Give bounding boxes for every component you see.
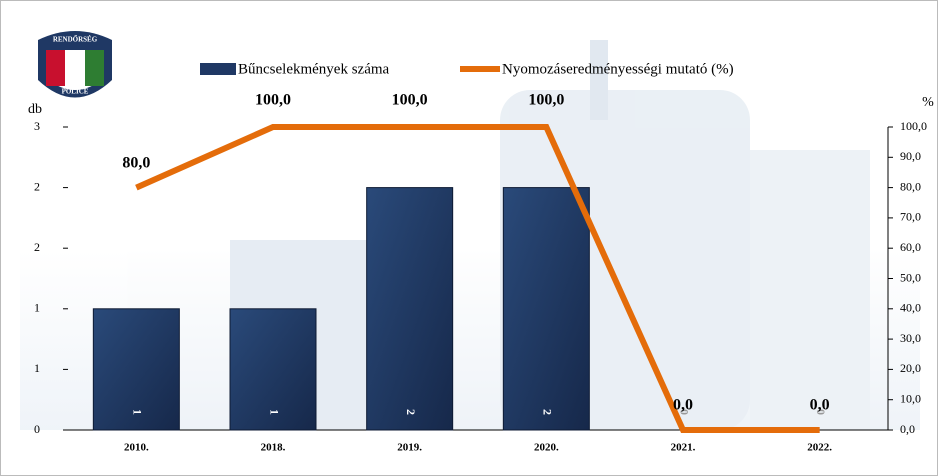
x-tick-label: 2010.	[124, 442, 149, 454]
logo-bottom: POLICE	[62, 88, 89, 96]
bar	[366, 187, 454, 431]
logo: RENDŐRSÉG POLICE	[38, 31, 112, 98]
line-value-label: 100,0	[528, 92, 564, 109]
y-axis-label: db	[28, 102, 42, 117]
y-tick-label: 2	[34, 179, 40, 193]
bar-value-label: 0	[677, 409, 691, 415]
y2-tick-label: 10,0	[900, 391, 921, 405]
x-tick-label: 2018.	[261, 442, 286, 454]
line-value-label: 0,0	[810, 397, 830, 414]
line-value-label: 0,0	[673, 397, 693, 414]
y-tick-label: 2	[34, 240, 40, 254]
x-tick-label: 2021.	[671, 442, 696, 454]
legend-label: Nyomozáseredményességi mutató (%)	[502, 61, 734, 77]
y2-tick-label: 100,0	[900, 119, 927, 133]
line	[135, 124, 820, 433]
line-value-label: 80,0	[122, 154, 150, 171]
legend-label: Bűncselekmények száma	[238, 61, 390, 77]
x-tick-label: 2019.	[397, 442, 422, 454]
y2-tick-label: 20,0	[900, 361, 921, 375]
y2-tick-label: 0,0	[900, 422, 915, 436]
bar	[502, 187, 590, 431]
y-tick-label: 1	[34, 301, 40, 315]
bar-value-label: 1	[131, 409, 145, 415]
bar	[92, 308, 180, 431]
y2-tick-label: 90,0	[900, 149, 921, 163]
y2-tick-label: 60,0	[900, 240, 921, 254]
logo-top: RENDŐRSÉG	[53, 36, 98, 44]
bar	[229, 308, 317, 431]
y2-tick-label: 70,0	[900, 210, 921, 224]
line-value-label: 100,0	[255, 92, 291, 109]
y2-tick-label: 80,0	[900, 179, 921, 193]
y2-tick-label: 30,0	[900, 331, 921, 345]
y2-tick-label: 40,0	[900, 301, 921, 315]
y2-axis-label: %	[922, 95, 934, 110]
y-tick-label: 3	[34, 119, 40, 133]
y-tick-label: 1	[34, 361, 40, 375]
bar-value-label: 1	[267, 409, 281, 415]
bar-value-label: 0	[814, 409, 828, 415]
y-tick-label: 0	[34, 422, 40, 436]
bar-value-label: 2	[541, 409, 555, 415]
x-tick-label: 2020.	[534, 442, 559, 454]
line-value-label: 100,0	[392, 92, 428, 109]
bar-value-label: 2	[404, 409, 418, 415]
legend-swatch	[200, 63, 236, 75]
x-tick-label: 2022.	[807, 442, 832, 454]
y2-tick-label: 50,0	[900, 270, 921, 284]
